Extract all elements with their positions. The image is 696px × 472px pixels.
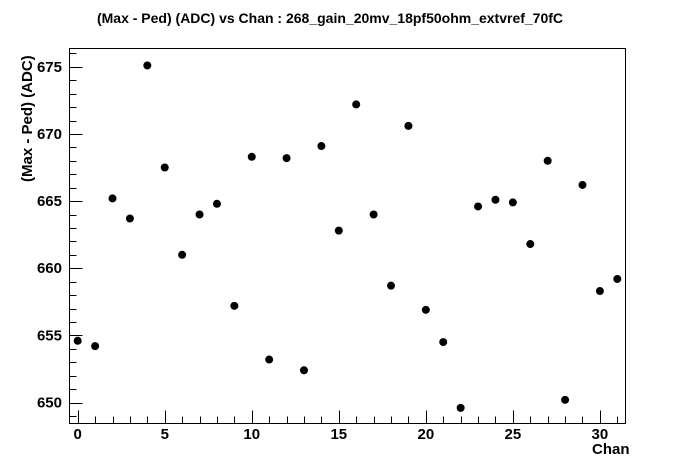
data-point bbox=[125, 214, 134, 223]
y-tick-label: 665 bbox=[37, 193, 62, 210]
data-point bbox=[439, 338, 448, 347]
data-point bbox=[387, 281, 396, 290]
data-point bbox=[73, 336, 82, 345]
data-point bbox=[282, 154, 291, 163]
data-point bbox=[456, 403, 465, 412]
y-tick-label: 675 bbox=[37, 59, 62, 76]
data-point bbox=[369, 210, 378, 219]
y-tick-label: 650 bbox=[37, 395, 62, 412]
data-point bbox=[491, 195, 500, 204]
data-point bbox=[508, 198, 517, 207]
x-tick-label: 15 bbox=[330, 426, 347, 443]
data-point bbox=[613, 274, 622, 283]
data-point bbox=[317, 142, 326, 151]
data-point bbox=[578, 180, 587, 189]
data-point bbox=[178, 250, 187, 259]
data-point bbox=[334, 226, 343, 235]
chart-title: (Max - Ped) (ADC) vs Chan : 268_gain_20m… bbox=[96, 10, 564, 26]
data-point bbox=[543, 156, 552, 165]
x-tick-label: 20 bbox=[417, 426, 434, 443]
data-point bbox=[195, 210, 204, 219]
data-point bbox=[474, 202, 483, 211]
x-tick-label: 10 bbox=[243, 426, 260, 443]
x-tick-label: 5 bbox=[161, 426, 169, 443]
data-point bbox=[230, 301, 239, 310]
data-point bbox=[212, 199, 221, 208]
x-tick-label: 30 bbox=[592, 426, 609, 443]
x-tick-label: 0 bbox=[74, 426, 82, 443]
x-axis-title: Chan bbox=[592, 441, 630, 458]
y-tick-label: 660 bbox=[37, 260, 62, 277]
data-point bbox=[143, 61, 152, 70]
data-point bbox=[421, 305, 430, 314]
data-point bbox=[352, 100, 361, 109]
plot-frame bbox=[69, 48, 626, 424]
data-point bbox=[561, 395, 570, 404]
data-point bbox=[404, 121, 413, 130]
data-point bbox=[299, 366, 308, 375]
data-point bbox=[91, 342, 100, 351]
data-point bbox=[526, 240, 535, 249]
data-point bbox=[595, 287, 604, 296]
y-tick-label: 655 bbox=[37, 327, 62, 344]
data-point bbox=[108, 194, 117, 203]
x-tick-label: 25 bbox=[505, 426, 522, 443]
data-point bbox=[160, 163, 169, 172]
y-tick-label: 670 bbox=[37, 126, 62, 143]
data-point bbox=[247, 152, 256, 161]
data-point bbox=[265, 355, 274, 364]
